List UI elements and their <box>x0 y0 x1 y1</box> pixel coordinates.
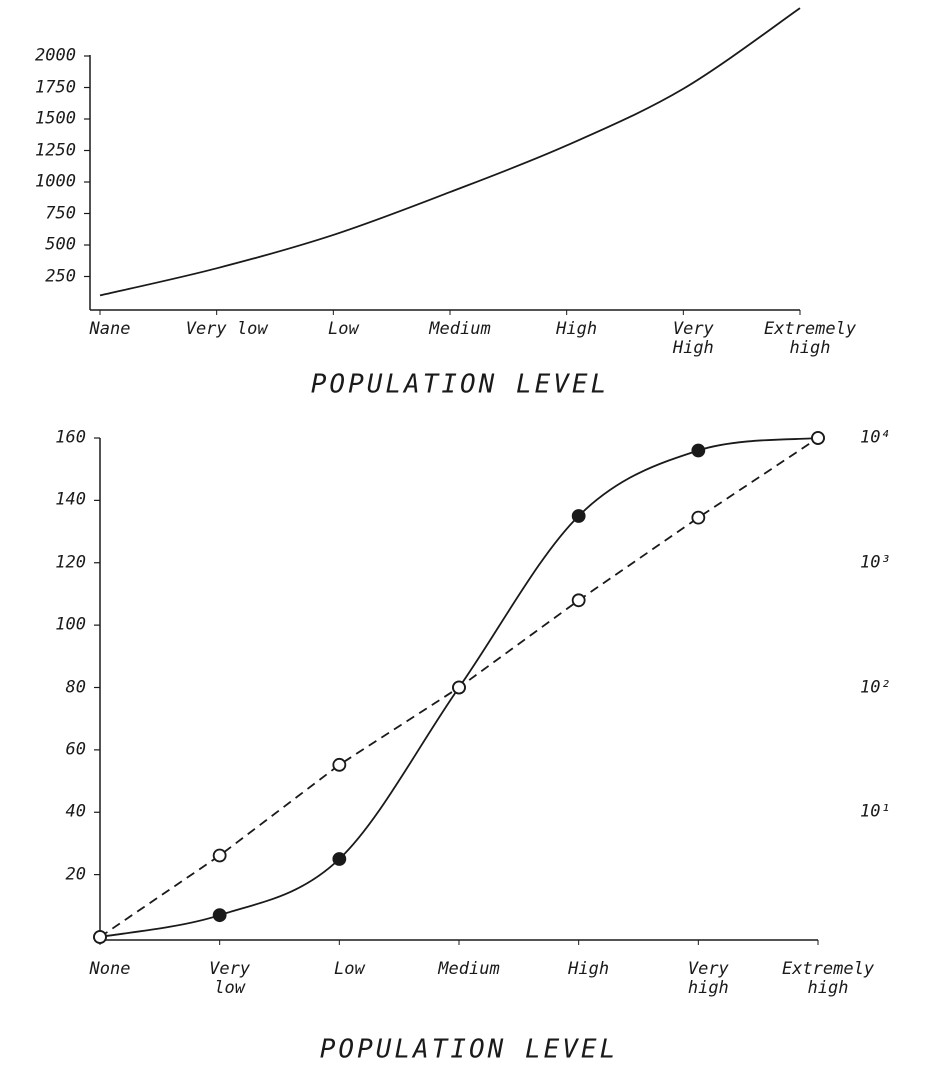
x-tick-label: Low <box>327 319 359 339</box>
x-axis-title: POPULATION LEVEL <box>319 1034 619 1065</box>
data-point <box>571 509 586 523</box>
data-point <box>691 443 706 458</box>
y-tick-label: 250 <box>45 266 76 286</box>
y-tick-label: 500 <box>45 234 76 255</box>
x-tick-label: Very high <box>687 959 729 998</box>
data-point <box>93 930 107 944</box>
y-tick-label: 160 <box>55 427 86 448</box>
y-tick-label: 2000 <box>35 45 76 66</box>
y-tick-label: 1250 <box>35 140 76 160</box>
x-tick-label: Low <box>333 959 365 979</box>
x-axis-title: POPULATION LEVEL <box>310 369 610 400</box>
x-tick-label: Very low <box>209 959 251 998</box>
x-tick-label: Medium <box>438 959 500 979</box>
x-tick-label: Extremely high <box>781 959 875 998</box>
y2-tick-label: 10¹ <box>860 801 891 822</box>
y-tick-label: 40 <box>65 801 86 822</box>
y-tick-label: 120 <box>55 552 86 573</box>
x-tick-label: Very High <box>672 319 714 358</box>
y-tick-label: 140 <box>55 489 86 510</box>
x-tick-label: Very low <box>185 319 268 339</box>
y-tick-label: 1000 <box>35 171 76 192</box>
data-point <box>571 593 586 608</box>
data-point <box>212 908 227 923</box>
y2-tick-label: 10² <box>860 677 891 697</box>
data-point <box>452 680 466 695</box>
data-point <box>332 852 347 866</box>
x-tick-label: High <box>568 959 610 979</box>
y-tick-label: 1750 <box>35 77 76 97</box>
y-tick-label: 20 <box>65 864 86 885</box>
y-tick-label: 750 <box>45 203 76 223</box>
y2-tick-label: 10⁴ <box>860 427 891 448</box>
y2-tick-label: 10³ <box>860 552 891 573</box>
x-tick-label: None <box>89 959 131 979</box>
data-point <box>332 757 347 772</box>
x-tick-label: Medium <box>429 319 491 339</box>
data-line <box>99 7 801 297</box>
x-tick-label: Nane <box>89 319 131 339</box>
x-tick-label: Extremely high <box>763 319 857 358</box>
y-tick-label: 1500 <box>35 108 76 129</box>
y-tick-label: 100 <box>55 614 86 635</box>
data-point <box>691 510 706 525</box>
data-point <box>811 431 825 445</box>
y-tick-label: 60 <box>65 739 86 760</box>
data-point <box>212 848 227 863</box>
x-tick-label: High <box>556 319 598 339</box>
y-tick-label: 80 <box>65 677 86 697</box>
